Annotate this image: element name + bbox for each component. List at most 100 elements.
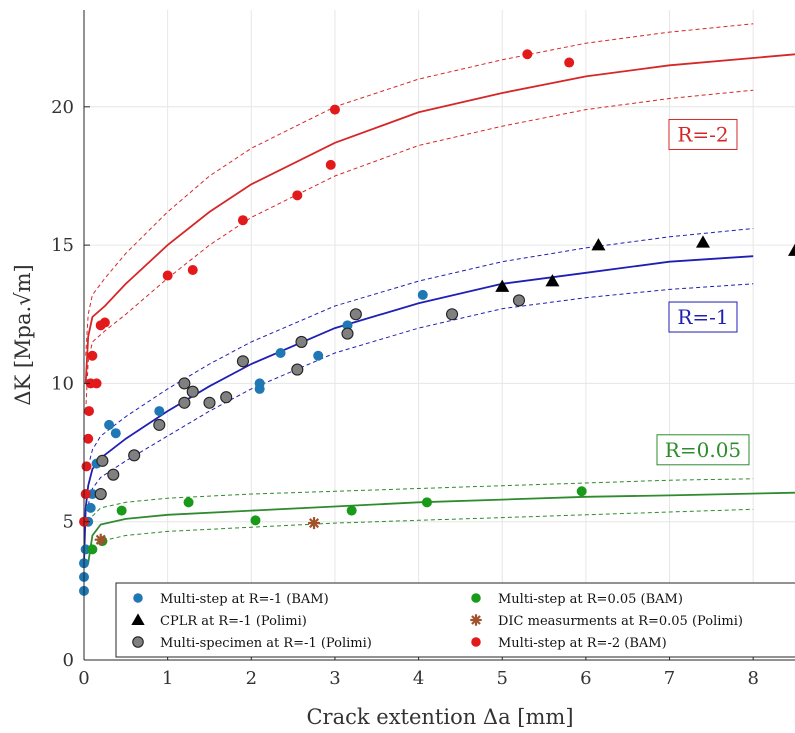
legend-label: DIC measurments at R=0.05 (Polimi) <box>498 614 743 629</box>
asterisk-stroke <box>471 615 481 625</box>
series-multi-step-at-r-2-bam <box>79 49 575 527</box>
legend-marker <box>133 593 143 603</box>
series-multi-step-at-r-1-bam <box>79 289 428 596</box>
data-point <box>84 406 95 417</box>
legend-label: Multi-step at R=-2 (BAM) <box>498 636 667 651</box>
annotation-label-r-0-05: R=0.05 <box>665 438 741 462</box>
data-point <box>162 270 173 281</box>
annotation-label-r-1: R=-1 <box>677 305 728 329</box>
plot-background <box>84 10 795 660</box>
data-point <box>107 468 120 481</box>
data-point <box>522 49 533 60</box>
data-points <box>79 49 795 596</box>
annotation-label-r-2: R=-2 <box>677 122 728 146</box>
data-point <box>87 544 98 555</box>
data-point <box>308 517 321 530</box>
data-point <box>178 377 191 390</box>
data-point <box>237 215 248 226</box>
x-tick-label: 3 <box>329 668 340 689</box>
x-tick-label: 4 <box>413 668 424 689</box>
data-point <box>591 238 606 251</box>
x-tick-label: 7 <box>664 668 675 689</box>
fit-curve-r-2-bound <box>85 23 754 356</box>
data-point <box>83 433 94 444</box>
fit-curve-r-1-bound <box>87 228 754 467</box>
data-point <box>341 327 354 340</box>
fit-curve-r-2-mean <box>84 53 795 384</box>
data-point <box>313 350 324 361</box>
series-multi-specimen-at-r-1-polimi <box>94 294 526 501</box>
annotation-box-r-1 <box>668 301 738 333</box>
x-tick-label: 0 <box>78 668 89 689</box>
annotation-box-r-2 <box>668 118 738 150</box>
fit-curve-r-0-05-bound <box>92 508 754 550</box>
x-tick-label: 2 <box>246 668 257 689</box>
data-point <box>178 396 191 409</box>
data-point <box>154 406 165 417</box>
data-point <box>564 57 575 68</box>
legend-marker <box>471 593 481 603</box>
data-point <box>94 533 107 546</box>
legend-label: Multi-step at R=-1 (BAM) <box>160 592 329 607</box>
data-point <box>153 418 166 431</box>
data-point <box>187 265 198 275</box>
tick-labels: 0 1 2 3 4 5 6 7 8 0 5 10 15 20 <box>51 97 759 689</box>
data-point <box>128 449 141 462</box>
r-ratio-annotations: R=-2 R=-1 R=0.05 <box>656 118 750 466</box>
y-axis-title: ΔK [Mpa.√m] <box>11 264 35 405</box>
legend-marker <box>470 614 482 626</box>
asterisk-stroke <box>309 518 320 529</box>
data-point <box>788 243 795 256</box>
data-point <box>445 308 459 321</box>
data-point <box>85 502 96 513</box>
data-point <box>576 486 587 497</box>
data-point <box>342 320 353 331</box>
fit-curve-r-0-05-bound <box>92 478 754 517</box>
data-point <box>116 505 127 516</box>
axes <box>83 10 795 661</box>
legend-box <box>115 582 795 658</box>
y-tick-label: 15 <box>51 235 74 256</box>
fit-curve-r-1-bound <box>87 283 754 506</box>
data-point <box>183 497 194 508</box>
data-point <box>349 308 362 321</box>
legend-label: Multi-specimen at R=-1 (Polimi) <box>160 636 372 651</box>
x-tick-label: 6 <box>580 668 591 689</box>
series-cplr-at-r-1-polimi <box>495 235 795 292</box>
data-point <box>110 428 121 439</box>
data-point <box>495 279 510 292</box>
data-point <box>292 190 303 201</box>
legend-label: CPLR at R=-1 (Polimi) <box>160 614 307 629</box>
data-point <box>346 505 357 516</box>
data-point <box>291 363 304 376</box>
data-point <box>236 355 249 368</box>
legend-marker <box>132 636 144 648</box>
y-tick-label: 10 <box>51 373 74 394</box>
y-tick-label: 20 <box>51 97 74 118</box>
data-point <box>87 350 98 361</box>
data-point <box>325 159 336 170</box>
x-tick-label: 1 <box>162 668 173 689</box>
data-point <box>545 274 560 287</box>
data-point <box>81 461 92 472</box>
series-dic-measurments-at-r-0-05-polimi <box>94 517 321 546</box>
fit-curve-r-1-mean <box>83 255 754 564</box>
y-tick-label: 0 <box>63 650 74 671</box>
data-point <box>254 383 265 394</box>
fit-curve-r-2-bound <box>85 89 754 412</box>
legend: Multi-step at R=-1 (BAM) Multi-step at R=… <box>115 582 795 658</box>
legend-marker <box>131 613 145 625</box>
data-point <box>421 497 432 508</box>
data-point <box>94 487 107 501</box>
fit-curve-r-0-05-mean <box>87 491 795 564</box>
data-point <box>695 235 710 248</box>
data-point <box>275 347 286 358</box>
data-point <box>91 378 102 389</box>
legend-label: Multi-step at R=0.05 (BAM) <box>498 592 683 607</box>
x-tick-label: 5 <box>497 668 508 689</box>
data-point <box>186 385 199 398</box>
asterisk-stroke <box>95 534 106 545</box>
data-point <box>295 335 308 348</box>
annotation-box-r-0-05 <box>656 434 750 466</box>
